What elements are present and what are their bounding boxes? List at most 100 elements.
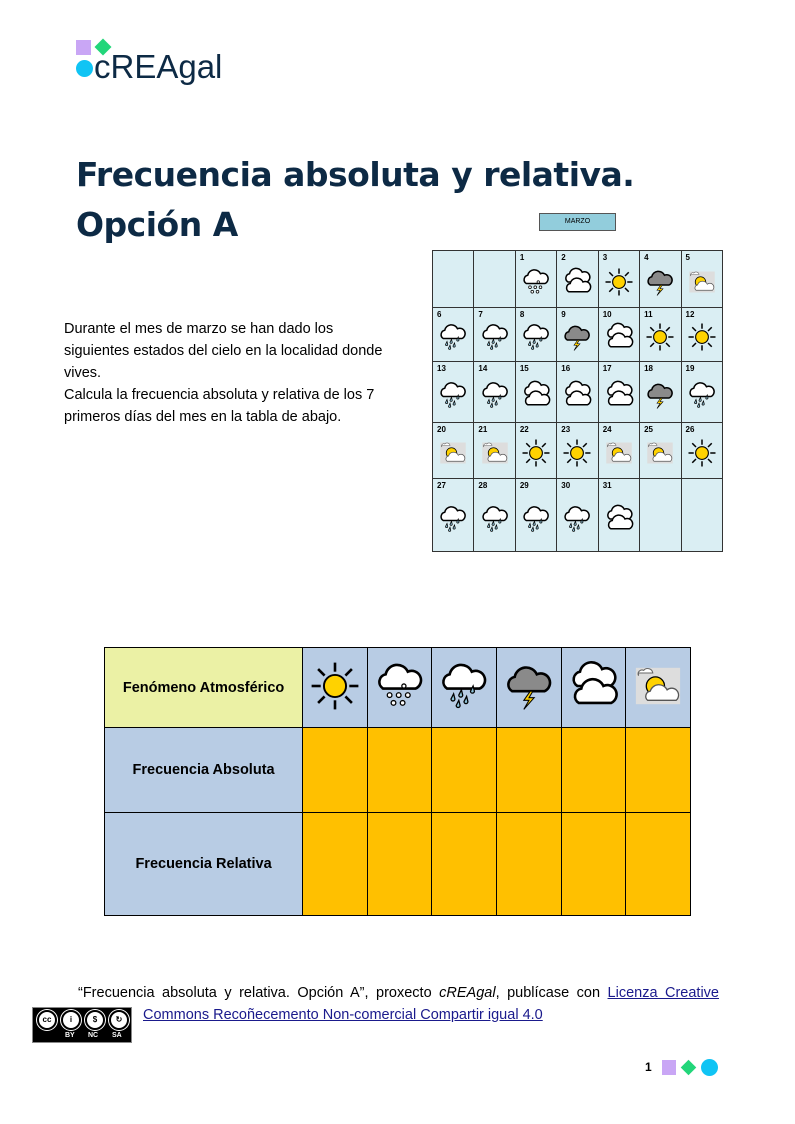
project-name: cREAgal	[439, 985, 496, 1001]
rain-cloud-icon	[562, 504, 592, 534]
absolute-frequency-partly[interactable]	[625, 727, 691, 813]
partly-cloudy-icon	[604, 438, 634, 468]
calendar-day: 18	[639, 361, 682, 423]
calendar-day: 21	[473, 422, 516, 479]
cloud-icon	[562, 267, 592, 297]
rain-cloud-icon	[438, 322, 468, 352]
calendar-day: 2	[556, 250, 599, 308]
frequency-table: Fenómeno Atmosférico Frecuencia Absoluta…	[103, 647, 691, 916]
calendar-day	[431, 250, 475, 308]
cloud-icon	[521, 380, 551, 410]
calendar-day	[680, 478, 724, 552]
day-number: 7	[478, 310, 483, 319]
sun-icon	[309, 660, 361, 712]
calendar-day: 7	[473, 307, 516, 362]
calendar-day: 14	[473, 361, 516, 423]
day-number: 9	[561, 310, 566, 319]
day-number: 22	[519, 425, 529, 434]
absolute-frequency-sun[interactable]	[302, 727, 368, 813]
relative-frequency-storm[interactable]	[496, 812, 562, 916]
logo-text: cREAgal	[94, 48, 223, 85]
calendar-day: 30	[556, 478, 599, 552]
partly-cloudy-icon	[632, 660, 684, 712]
day-number: 18	[644, 364, 654, 373]
absolute-frequency-rain[interactable]	[431, 727, 498, 813]
calendar-day: 4	[639, 250, 682, 308]
day-number: 5	[685, 253, 690, 262]
absolute-frequency-storm[interactable]	[496, 727, 562, 813]
calendar-day: 22	[514, 422, 558, 479]
absolute-frequency-snow[interactable]	[366, 727, 433, 813]
calendar-day: 23	[556, 422, 599, 479]
day-number: 27	[437, 481, 446, 490]
page-title: Frecuencia absoluta y relativa. Opción A	[76, 155, 635, 244]
day-number: 3	[602, 253, 608, 262]
calendar-day: 20	[431, 422, 475, 479]
partly-cloudy-icon	[645, 438, 675, 468]
relative-frequency-cloud[interactable]	[560, 812, 627, 916]
calendar-day: 29	[514, 478, 558, 552]
sun-icon	[521, 438, 551, 468]
rain-cloud-icon	[480, 322, 510, 352]
cloud-icon	[562, 380, 592, 410]
absolute-frequency-cloud[interactable]	[560, 727, 627, 813]
cc-by-nc-sa-badge: cc i $ ↻ BY NC SA	[32, 1007, 132, 1043]
calendar-day: 6	[431, 307, 475, 362]
storm-cloud-icon	[562, 322, 592, 352]
cc-label: SA	[112, 1032, 122, 1039]
calendar-day: 15	[514, 361, 558, 423]
day-number: 14	[478, 364, 488, 373]
row-header-phenomenon: Fenómeno Atmosférico	[103, 647, 304, 728]
calendar-day: 26	[680, 422, 724, 479]
day-number: 29	[519, 481, 529, 490]
logo-circle	[76, 60, 93, 77]
day-number: 23	[561, 425, 571, 434]
license-notice: “Frecuencia absoluta y relativa. Opción …	[78, 985, 719, 1023]
calendar-day: 17	[597, 361, 641, 423]
rain-cloud-icon	[480, 504, 510, 534]
calendar-day: 13	[431, 361, 475, 423]
calendar-day: 12	[680, 307, 724, 362]
calendar-day: 5	[680, 250, 724, 308]
partly-cloudy-icon	[438, 438, 468, 468]
calendar-day: 25	[639, 422, 682, 479]
instructions: Durante el mes de marzo se han dado los …	[64, 318, 384, 428]
calendar-day: 10	[597, 307, 641, 362]
logo-square	[76, 40, 91, 55]
day-number: 15	[519, 364, 529, 373]
rain-cloud-icon	[521, 322, 551, 352]
cloud-icon	[604, 504, 634, 534]
day-number: 21	[478, 425, 488, 434]
day-number: 24	[602, 425, 612, 434]
cc-label: BY	[65, 1032, 75, 1039]
rain-cloud-icon	[438, 660, 490, 712]
instructions-task: Calcula la frecuencia absoluta y relativ…	[64, 387, 375, 425]
day-number: 30	[561, 481, 571, 490]
calendar-day: 11	[639, 307, 682, 362]
day-number: 12	[685, 310, 695, 319]
relative-frequency-partly[interactable]	[625, 812, 691, 916]
relative-frequency-sun[interactable]	[302, 812, 368, 916]
day-number: 28	[478, 481, 488, 490]
sun-icon	[687, 322, 717, 352]
cc-label: NC	[88, 1032, 99, 1039]
day-number: 20	[437, 425, 446, 434]
phenomenon-cloud	[560, 647, 627, 728]
cloud-icon	[567, 660, 619, 712]
calendar-day: 8	[514, 307, 558, 362]
rain-cloud-icon	[438, 380, 468, 410]
license-link[interactable]: Licenza Creative Commons Recoñecemento N…	[143, 985, 719, 1023]
day-number: 1	[519, 253, 525, 262]
relative-frequency-rain[interactable]	[431, 812, 498, 916]
day-number: 10	[602, 310, 612, 319]
relative-frequency-snow[interactable]	[366, 812, 433, 916]
sun-icon	[562, 438, 592, 468]
calendar-day: 31	[597, 478, 641, 552]
day-number: 13	[437, 364, 446, 373]
day-number: 2	[561, 253, 566, 262]
cc-icon: cc	[37, 1010, 57, 1030]
calendar-day: 19	[680, 361, 724, 423]
cloud-icon	[604, 380, 634, 410]
day-number: 17	[602, 364, 612, 373]
